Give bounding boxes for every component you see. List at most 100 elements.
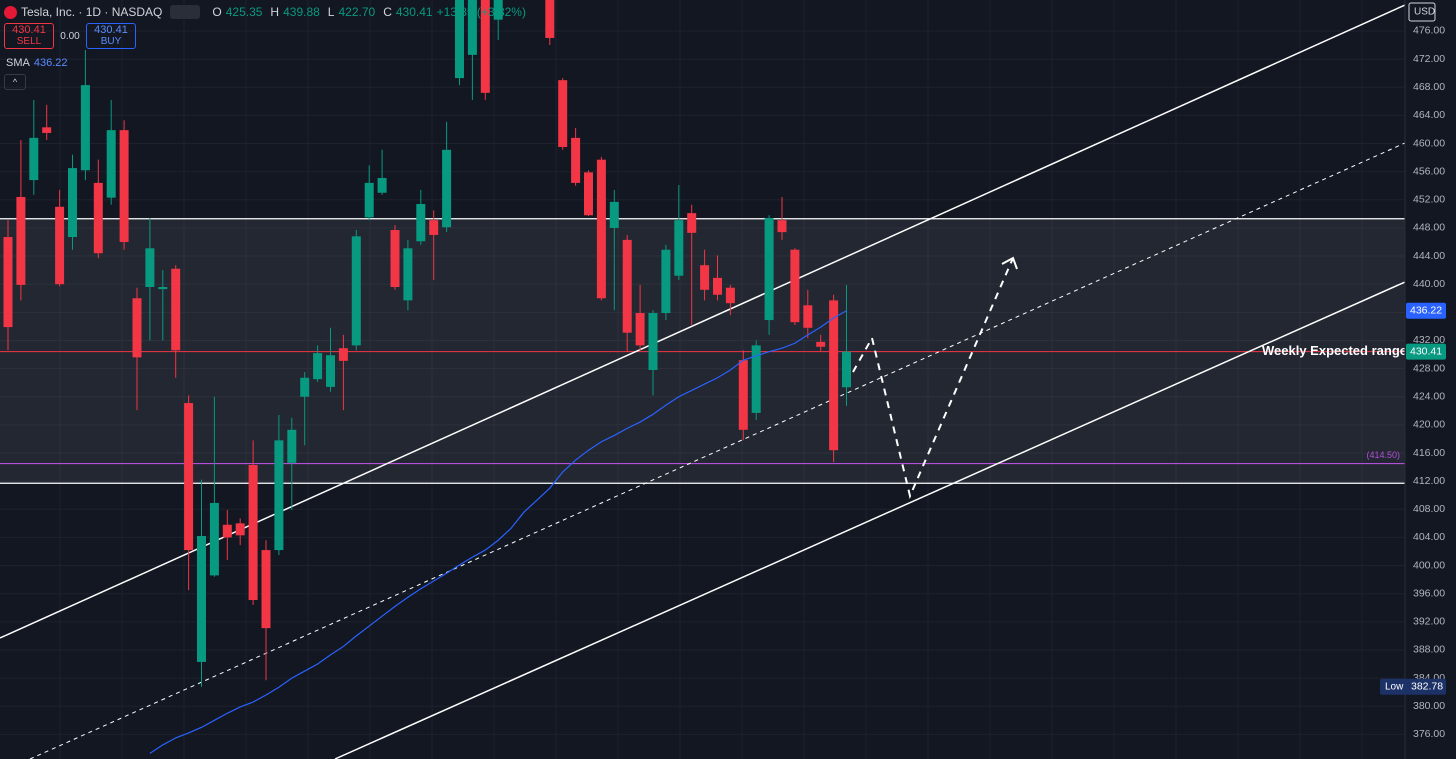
candle-body: [313, 353, 323, 380]
y-tick-label: 404.00: [1413, 531, 1445, 543]
low-label: Low: [1385, 681, 1404, 692]
y-tick-label: 412.00: [1413, 475, 1445, 487]
candle-body: [145, 248, 155, 287]
sma-price-box: [1406, 302, 1446, 319]
candle-body: [480, 0, 490, 93]
candle-body: [106, 130, 116, 198]
icons[interactable]: [170, 5, 201, 19]
y-tick-label: 472.00: [1413, 53, 1445, 65]
price-axis: [1405, 0, 1456, 759]
indicator-row: SMA 436.22: [4, 54, 526, 72]
grid: [0, 0, 1405, 759]
candle-body: [713, 277, 722, 295]
candle-body: [29, 137, 39, 181]
candle-body: [635, 313, 645, 346]
candle-body: [790, 249, 800, 323]
candle-body: [287, 429, 297, 463]
candle-body: [80, 85, 90, 171]
candle-body: [803, 305, 813, 328]
symbol-row: Tesla, Inc. · 1D · NASDAQ O 425.35 H 439.8…: [4, 3, 526, 21]
logo: [4, 5, 17, 19]
candle-body: [751, 345, 761, 413]
y-tick-label: 388.00: [1413, 644, 1445, 656]
candle-body: [725, 287, 735, 304]
y-tick-label: 460.00: [1413, 137, 1445, 149]
candle-body: [55, 206, 65, 285]
spread: 0.00: [60, 30, 80, 42]
indicator-value: 436.22: [33, 57, 68, 69]
low-price: 382.78: [1411, 680, 1443, 692]
candle-body: [261, 550, 271, 629]
ohlc-label: C: [383, 5, 392, 19]
candle-body: [364, 182, 374, 218]
candle-body: [16, 196, 26, 285]
y-tick-label: 416.00: [1413, 447, 1445, 459]
range-band: (414.50): [0, 218, 1405, 484]
buy-label: BUY: [100, 36, 122, 47]
candle-body: [687, 213, 697, 233]
ohlc-value: 422.70: [338, 5, 376, 19]
change: +13.85 (+3.32%): [436, 5, 526, 19]
low-box: [1380, 678, 1446, 695]
candle-body: [377, 177, 387, 193]
sma-line: [149, 310, 847, 754]
y-tick-label: 424.00: [1413, 391, 1445, 403]
candle-body: [197, 536, 206, 662]
candle-body: [171, 268, 181, 351]
ohlc-value: 430.41: [395, 5, 433, 19]
level-label: (414.50): [1366, 450, 1400, 460]
range-fill: [0, 218, 1405, 484]
candle-body: [300, 377, 310, 397]
arrow-head: [1001, 256, 1018, 270]
annotation: Weekly Expected range: [1262, 343, 1407, 358]
header: Tesla, Inc. · 1D · NASDAQ O 425.35 H 439.8…: [4, 3, 526, 90]
candle-body: [326, 355, 335, 387]
candle-body: [648, 313, 658, 371]
candle-body: [184, 403, 194, 551]
candle-body: [700, 265, 710, 290]
candle-body: [68, 168, 77, 238]
buy-price: 430.41: [94, 24, 128, 36]
candle-body: [661, 249, 671, 314]
y-tick-label: 428.00: [1413, 362, 1445, 374]
y-tick-label: 464.00: [1413, 109, 1445, 121]
candle-body: [622, 239, 632, 333]
trade-row: 430.41 SELL 0.00 430.41 BUY: [4, 21, 526, 51]
buy-button[interactable]: 430.41 BUY: [86, 23, 136, 49]
sell-price: 430.41: [12, 24, 46, 36]
candle-body: [609, 201, 619, 228]
channel-upper: [0, 4, 1405, 639]
sell-label: SELL: [16, 36, 42, 47]
y-tick-label: 408.00: [1413, 503, 1445, 515]
sma-price: 436.22: [1410, 305, 1442, 317]
candle-body: [842, 351, 851, 388]
y-tick-label: 396.00: [1413, 587, 1445, 599]
candle-body: [764, 218, 774, 321]
axis-labels: 376.00380.00384.00388.00392.00396.00400.…: [1380, 25, 1446, 740]
candle-body: [455, 0, 464, 79]
symbol[interactable]: Tesla, Inc. · 1D · NASDAQ: [21, 5, 163, 19]
currency-button[interactable]: [1408, 2, 1436, 22]
sell-button[interactable]: 430.41 SELL: [4, 23, 54, 49]
indicator-name: SMA: [6, 57, 30, 69]
collapse-button[interactable]: ^: [4, 74, 26, 90]
currency: USD: [1414, 7, 1435, 18]
candle-body: [403, 248, 413, 301]
last-price: 430.41: [1410, 345, 1442, 357]
candle-body: [416, 203, 426, 242]
candle-body: [816, 341, 826, 347]
candle-body: [351, 236, 361, 346]
y-tick-label: 392.00: [1413, 616, 1445, 628]
channel-mid: [29, 142, 1405, 759]
y-tick-label: 440.00: [1413, 278, 1445, 290]
y-tick-label: 468.00: [1413, 81, 1445, 93]
candle-body: [571, 137, 581, 183]
y-tick-label: 420.00: [1413, 419, 1445, 431]
y-tick-label: 456.00: [1413, 165, 1445, 177]
candle-body: [132, 298, 142, 358]
candle-body: [248, 464, 258, 601]
candle-body: [429, 220, 439, 235]
candle-body: [596, 159, 606, 299]
